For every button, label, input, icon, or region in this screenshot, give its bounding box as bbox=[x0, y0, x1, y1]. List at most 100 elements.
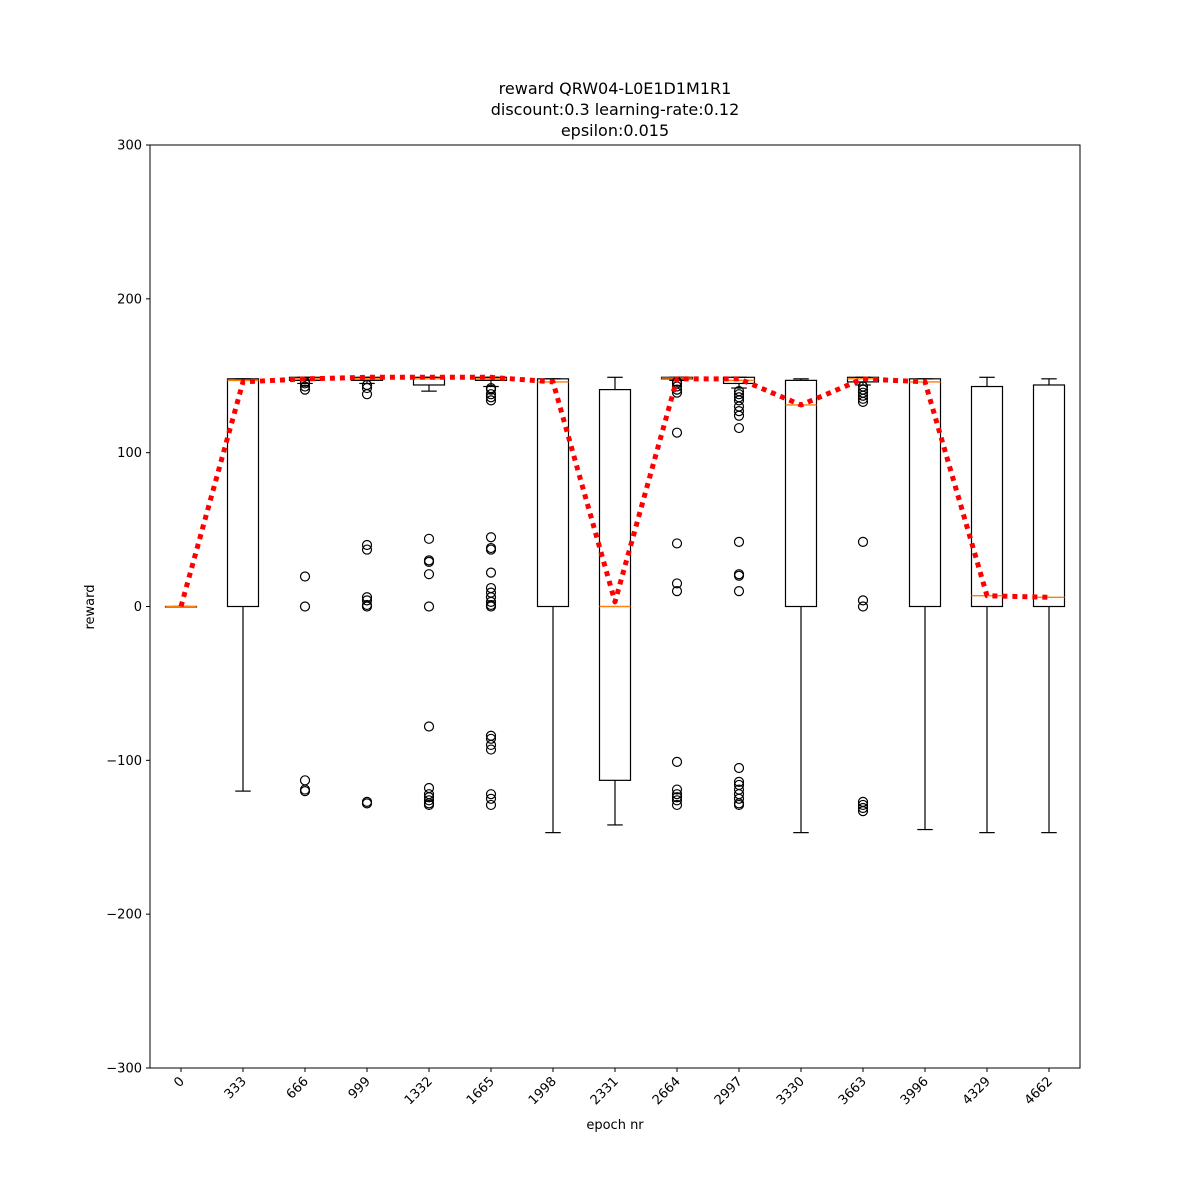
outlier-point bbox=[671, 756, 683, 767]
outlier-point bbox=[857, 601, 869, 612]
outlier-point bbox=[361, 389, 373, 400]
box-group bbox=[908, 378, 942, 831]
outlier-point bbox=[361, 798, 373, 809]
outlier-point bbox=[733, 406, 745, 417]
outlier-point bbox=[671, 427, 683, 438]
outlier-point bbox=[857, 393, 869, 404]
outlier-point bbox=[485, 389, 497, 400]
outlier-point bbox=[299, 571, 311, 582]
box-iqr bbox=[412, 376, 446, 386]
outlier-point bbox=[423, 792, 435, 803]
x-axis-label: epoch nr bbox=[586, 1118, 644, 1133]
box-group bbox=[164, 605, 198, 608]
outlier-point bbox=[423, 601, 435, 612]
outlier-point bbox=[299, 601, 311, 612]
outlier-point bbox=[857, 799, 869, 811]
outlier-point bbox=[671, 387, 683, 398]
y-tick-label: 300 bbox=[117, 139, 142, 154]
outlier-point bbox=[733, 799, 745, 811]
box-group bbox=[1032, 378, 1066, 834]
y-tick-label: 200 bbox=[117, 292, 142, 307]
outlier-point bbox=[485, 596, 497, 607]
plot-area bbox=[164, 374, 1066, 834]
outlier-point bbox=[733, 793, 745, 804]
outlier-point bbox=[485, 544, 497, 555]
outlier-point bbox=[485, 793, 497, 804]
outlier-point bbox=[671, 586, 683, 597]
outlier-point bbox=[299, 378, 311, 389]
outlier-point bbox=[671, 578, 683, 589]
y-axis: −300 −200 −100 0 100 200 300 bbox=[106, 139, 150, 1077]
outlier-point bbox=[857, 396, 869, 408]
y-tick-label: 0 bbox=[134, 600, 142, 615]
y-tick-label: −300 bbox=[106, 1062, 142, 1077]
box-group bbox=[288, 376, 322, 797]
chart-title-line-2: discount:0.3 learning-rate:0.12 bbox=[491, 100, 740, 119]
outlier-point bbox=[361, 595, 373, 606]
outlier-point bbox=[299, 384, 311, 395]
box-group bbox=[784, 378, 818, 834]
box-iqr bbox=[598, 388, 632, 781]
outlier-point bbox=[485, 395, 497, 406]
outlier-point bbox=[733, 570, 745, 581]
box-group bbox=[412, 376, 446, 811]
outlier-point bbox=[423, 721, 435, 732]
outlier-point bbox=[733, 389, 745, 400]
outlier-point bbox=[423, 556, 435, 567]
outlier-point bbox=[671, 789, 683, 800]
box-iqr bbox=[536, 378, 570, 608]
box-group bbox=[722, 376, 756, 811]
outlier-point bbox=[733, 776, 745, 787]
outlier-point bbox=[733, 762, 745, 774]
box-group bbox=[474, 376, 508, 811]
box-iqr bbox=[970, 385, 1004, 608]
outlier-point bbox=[485, 601, 497, 612]
chart-title-line-1: reward QRW04-L0E1D1M1R1 bbox=[499, 79, 732, 98]
outlier-point bbox=[485, 739, 497, 751]
outlier-point bbox=[485, 392, 497, 403]
outlier-point bbox=[733, 586, 745, 597]
outlier-point bbox=[299, 381, 311, 392]
outlier-point bbox=[485, 744, 497, 755]
outlier-point bbox=[423, 569, 435, 580]
outlier-point bbox=[485, 384, 497, 395]
outlier-point bbox=[361, 539, 373, 551]
y-tick-label: −200 bbox=[106, 908, 142, 923]
box-group bbox=[598, 376, 632, 826]
box-iqr bbox=[226, 378, 260, 608]
outlier-point bbox=[671, 792, 683, 803]
outlier-point bbox=[671, 538, 683, 549]
y-tick-label: 100 bbox=[117, 446, 142, 461]
outlier-point bbox=[857, 536, 869, 547]
outlier-point bbox=[485, 567, 497, 578]
outlier-point bbox=[361, 601, 373, 612]
outlier-point bbox=[671, 799, 683, 811]
outlier-point bbox=[733, 410, 745, 421]
outlier-point bbox=[733, 395, 745, 406]
mean-trend-line bbox=[178, 374, 1050, 608]
outlier-point bbox=[361, 382, 373, 394]
chart-title-line-3: epsilon:0.015 bbox=[561, 121, 669, 140]
outlier-point bbox=[733, 422, 745, 434]
outlier-point bbox=[485, 733, 497, 744]
outlier-point bbox=[485, 789, 497, 800]
outlier-point bbox=[733, 536, 745, 547]
outlier-point bbox=[857, 595, 869, 606]
box-iqr bbox=[1032, 384, 1066, 608]
outlier-point bbox=[857, 805, 869, 817]
y-axis-label: reward bbox=[83, 584, 98, 629]
outlier-point bbox=[423, 795, 435, 806]
outlier-point bbox=[423, 533, 435, 544]
outlier-point bbox=[671, 784, 683, 795]
outlier-point bbox=[485, 799, 497, 811]
outlier-point bbox=[299, 785, 311, 797]
outlier-point bbox=[671, 795, 683, 806]
box-iqr bbox=[784, 379, 818, 608]
outlier-point bbox=[485, 532, 497, 543]
outlier-point bbox=[361, 544, 373, 555]
box-iqr bbox=[908, 378, 942, 608]
outlier-point bbox=[857, 390, 869, 401]
y-tick-label: −100 bbox=[106, 754, 142, 769]
outlier-point bbox=[857, 802, 869, 814]
